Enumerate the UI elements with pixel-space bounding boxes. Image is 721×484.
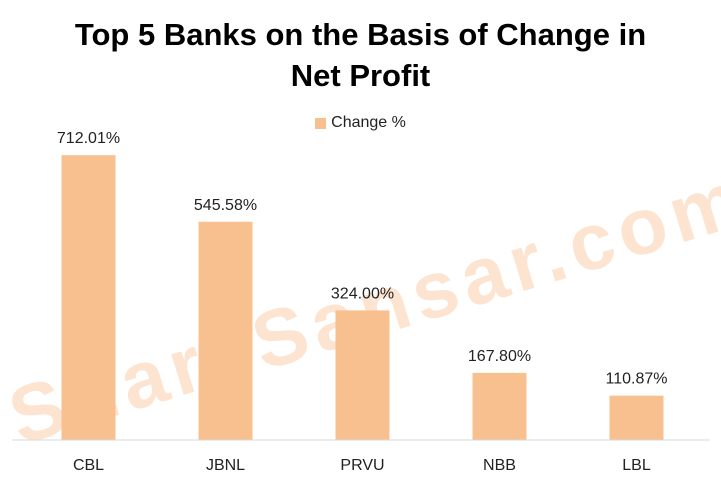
x-tick-labels: CBL JBNL PRVU NBB LBL — [73, 457, 651, 474]
x-tick-label-jbnl: JBNL — [206, 457, 245, 474]
bar-cbl — [61, 155, 116, 441]
data-labels: 712.01% 545.58% 324.00% 167.80% 110.87% — [57, 130, 668, 387]
data-label-cbl: 712.01% — [57, 130, 120, 147]
bar-prvu — [335, 310, 390, 440]
data-label-jbnl: 545.58% — [194, 197, 257, 214]
legend-swatch — [315, 117, 327, 129]
bar-lbl — [609, 395, 664, 440]
data-label-nbb: 167.80% — [468, 348, 531, 365]
x-tick-label-prvu: PRVU — [340, 457, 384, 474]
bar-nbb — [472, 372, 527, 440]
legend: Change % — [0, 114, 721, 132]
x-tick-label-nbb: NBB — [483, 457, 516, 474]
legend-label: Change % — [331, 114, 406, 131]
x-tick-label-cbl: CBL — [73, 457, 104, 474]
data-label-prvu: 324.00% — [331, 285, 394, 302]
bars — [61, 155, 664, 441]
data-label-lbl: 110.87% — [606, 371, 668, 388]
chart-title: Top 5 Banks on the Basis of Change in Ne… — [74, 17, 647, 93]
bar-jbnl — [198, 221, 253, 440]
x-tick-label-lbl: LBL — [622, 457, 651, 474]
